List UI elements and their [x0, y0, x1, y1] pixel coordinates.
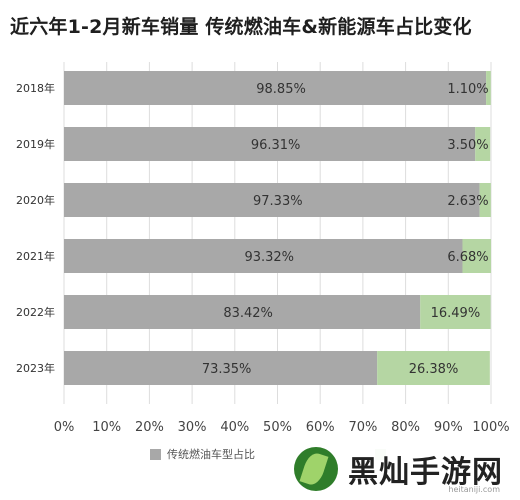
- x-tick-label: 0%: [54, 420, 75, 435]
- watermark-url: heitaniji.com: [448, 485, 500, 494]
- data-label-ev: 16.49%: [431, 306, 481, 321]
- y-category-label: 2022年: [16, 305, 55, 319]
- bar-ev: [479, 183, 491, 217]
- watermark-text: 黑灿手游网: [348, 455, 503, 490]
- data-label-fuel: 73.35%: [202, 362, 252, 377]
- y-category-label: 2019年: [16, 137, 55, 151]
- data-label-fuel: 93.32%: [244, 250, 294, 265]
- x-tick-label: 40%: [220, 420, 249, 435]
- bar-fuel: [64, 127, 476, 161]
- x-tick-label: 50%: [263, 420, 292, 435]
- bar-fuel: [64, 295, 421, 329]
- legend-swatch-fuel: [150, 448, 161, 460]
- bar-ev: [475, 127, 491, 161]
- legend-label-fuel: 传统燃油车型占比: [167, 448, 255, 461]
- bar-ev: [486, 71, 491, 105]
- data-label-fuel: 83.42%: [223, 306, 273, 321]
- bar-ev: [377, 351, 490, 385]
- x-tick-label: 90%: [434, 420, 463, 435]
- data-label-fuel: 98.85%: [256, 82, 306, 97]
- chart-title: 近六年1-2月新车销量 传统燃油车&新能源车占比变化: [10, 16, 472, 38]
- bar-ev: [462, 239, 491, 273]
- data-label-ev: 2.63%: [447, 194, 488, 209]
- data-label-fuel: 96.31%: [251, 138, 301, 153]
- bar-fuel: [64, 239, 463, 273]
- bar-fuel: [64, 71, 487, 105]
- data-label-ev: 6.68%: [447, 250, 488, 265]
- bar-ev: [420, 295, 491, 329]
- bar-fuel: [64, 351, 378, 385]
- watermark-logo: 黑灿手游网 heitaniji.com: [286, 442, 514, 496]
- y-category-label: 2018年: [16, 81, 55, 95]
- y-category-label: 2023年: [16, 361, 55, 375]
- x-tick-label: 100%: [472, 420, 509, 435]
- x-tick-label: 80%: [391, 420, 420, 435]
- x-tick-label: 20%: [135, 420, 164, 435]
- x-tick-label: 70%: [348, 420, 377, 435]
- bar-fuel: [64, 183, 480, 217]
- x-tick-label: 30%: [178, 420, 207, 435]
- y-category-label: 2021年: [16, 249, 55, 263]
- data-label-ev: 26.38%: [409, 362, 459, 377]
- x-tick-label: 10%: [92, 420, 121, 435]
- data-label-fuel: 97.33%: [253, 194, 303, 209]
- leaf-logo-icon: [294, 447, 338, 491]
- data-label-ev: 1.10%: [447, 82, 488, 97]
- y-category-label: 2020年: [16, 193, 55, 207]
- x-tick-label: 60%: [306, 420, 335, 435]
- data-label-ev: 3.50%: [447, 138, 488, 153]
